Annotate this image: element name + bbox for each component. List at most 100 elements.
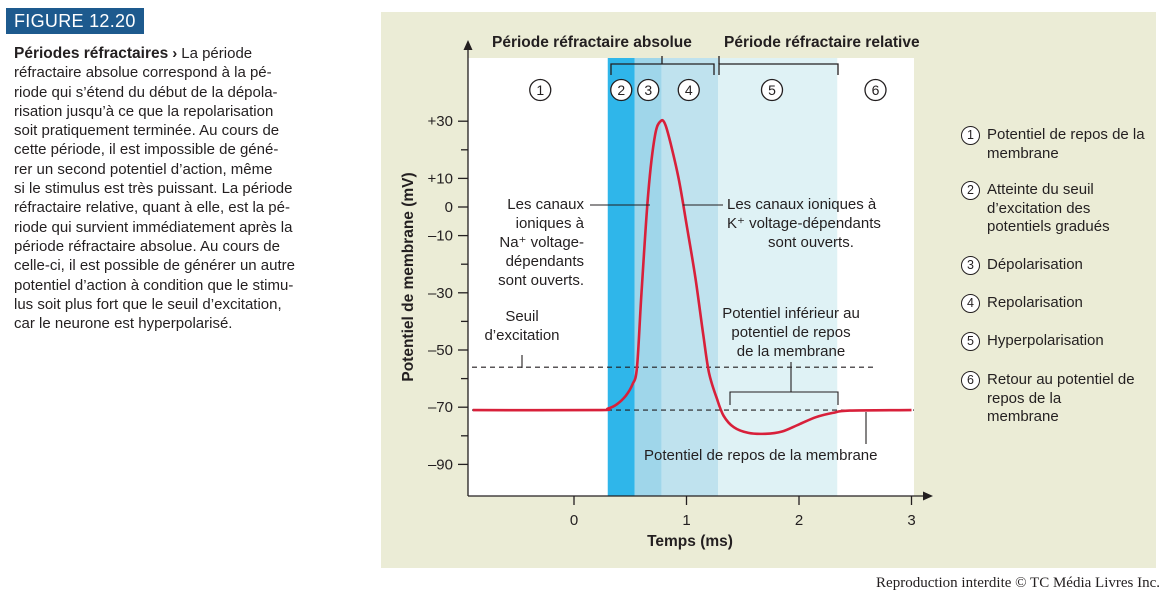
- caption-line: risation jusqu’à ce que la repolarisatio…: [14, 102, 274, 120]
- y-tick-label: 0: [445, 199, 453, 216]
- legend-item: 2 Atteinte du seuil d’excitation des pot…: [961, 181, 1147, 237]
- legend-item: 5 Hyperpolarisation: [961, 332, 1147, 351]
- k-label-line: K⁺ voltage-dépendants: [727, 215, 881, 232]
- x-axis-ticks: 0 1 2 3: [570, 496, 916, 529]
- legend-text: Atteinte du seuil d’excitation des poten…: [987, 181, 1110, 235]
- caption-line: car le neurone est hyperpolarisé.: [14, 315, 233, 333]
- relative-period-label: Période réfractaire relative: [724, 34, 920, 51]
- band-marker-5: 5: [760, 78, 784, 102]
- band-marker-2: 2: [610, 78, 633, 102]
- caption-arrow-icon: ›: [172, 45, 178, 62]
- absolute-period-label: Période réfractaire absolue: [492, 34, 692, 51]
- band-marker-3: 3: [637, 78, 660, 102]
- y-tick-label: +30: [428, 113, 453, 130]
- number-circle-icon: [529, 78, 552, 102]
- na-label-line: Les canaux: [507, 196, 584, 213]
- x-tick-label: 3: [907, 512, 915, 529]
- band-marker-6: 6: [864, 78, 887, 102]
- caption-line: riode qui survient immédiatement après l…: [14, 218, 293, 236]
- band-number: 2: [617, 82, 625, 98]
- period-bands: [607, 58, 838, 496]
- number-circle-icon: [677, 78, 700, 102]
- legend-number-icon: 5: [961, 332, 980, 351]
- legend-number-icon: 1: [961, 126, 980, 145]
- caption-line: rer un second potentiel d’action, même: [14, 160, 273, 178]
- annotation-texts: Seuil d’excitation Les canaux ioniques à…: [484, 196, 880, 464]
- caption-line: potentiel d’action à condition que le st…: [14, 276, 294, 294]
- x-tick-label: 1: [682, 512, 690, 529]
- band-number: 3: [644, 82, 652, 98]
- caption-line: si le stimulus est très puissant. La pér…: [14, 180, 293, 198]
- caption-line: période réfractaire absolue. Au cours de: [14, 237, 280, 255]
- legend-text: Hyperpolarisation: [987, 332, 1104, 349]
- y-tick-label: –50: [428, 342, 453, 359]
- band-number: 4: [685, 82, 693, 98]
- number-circle-icon: [610, 78, 633, 102]
- legend-item: 4 Repolarisation: [961, 294, 1147, 313]
- annotation-leaders: [521, 204, 867, 444]
- below-rest-label-line: potentiel de repos: [731, 324, 850, 341]
- copyright-notice: Reproduction interdite © TC Média Livres…: [876, 575, 1160, 591]
- caption-title: Périodes réfractaires: [14, 45, 169, 62]
- figure-caption: Périodes réfractaires › La période réfract…: [14, 44, 344, 333]
- y-axis-label: Potentiel de membrane (mV): [400, 172, 417, 381]
- below-rest-label-line: Potentiel inférieur au: [722, 305, 860, 322]
- legend-text: Dépolarisation: [987, 256, 1083, 273]
- band-number: 1: [536, 82, 544, 98]
- na-label-line: sont ouverts.: [498, 272, 584, 289]
- number-circle-icon: [864, 78, 887, 102]
- y-axis-arrow-icon: [463, 40, 473, 50]
- band-marker-4: 4: [677, 78, 700, 102]
- na-label-line: Na⁺ voltage-: [499, 234, 584, 251]
- band-marker-1: 1: [529, 78, 552, 102]
- below-rest-label-line: de la membrane: [737, 343, 845, 360]
- band-number: 6: [872, 82, 880, 98]
- y-tick-label: –30: [428, 285, 453, 302]
- legend-number-icon: 2: [961, 181, 980, 200]
- k-label-line: Les canaux ioniques à: [727, 196, 877, 213]
- legend-item: 3 Dépolarisation: [961, 256, 1147, 275]
- caption-line: celle-ci, il est possible de générer un …: [14, 257, 295, 275]
- legend-text: Repolarisation: [987, 294, 1083, 311]
- y-tick-label: –70: [428, 399, 453, 416]
- x-axis-label: Temps (ms): [647, 533, 733, 550]
- action-potential-curve: [472, 118, 912, 436]
- band-number-markers: 1 2 3 4 5 6: [529, 78, 887, 102]
- number-circle-icon: [760, 78, 784, 102]
- caption-line: réfractaire relative, quant à elle, est …: [14, 199, 290, 217]
- legend-number-icon: 3: [961, 256, 980, 275]
- y-tick-label: –90: [428, 456, 453, 473]
- band-4-shading: [661, 58, 718, 496]
- figure-label: FIGURE 12.20: [6, 8, 144, 34]
- x-axis-arrow-icon: [923, 491, 933, 501]
- x-tick-label: 0: [570, 512, 578, 529]
- y-axis-ticks: +30 +10 0 –10 –30 –50 –70 –90: [428, 113, 468, 473]
- band-5-shading: [718, 58, 838, 496]
- number-circle-icon: [637, 78, 660, 102]
- legend-number-icon: 6: [961, 371, 980, 390]
- resting-potential-label: Potentiel de repos de la membrane: [644, 447, 877, 464]
- caption-line: soit pratiquement terminée. Au cours de: [14, 122, 280, 140]
- legend-item: 6 Retour au potentiel de repos de la mem…: [961, 371, 1137, 427]
- legend-item: 1 Potentiel de repos de la membrane: [961, 126, 1147, 163]
- y-tick-label: +10: [428, 170, 453, 187]
- caption-line: lus soit plus fort que le seuil d’excita…: [14, 295, 282, 313]
- threshold-label-line: d’excitation: [484, 327, 559, 344]
- caption-line: riode qui s’étend du début de la dépola-: [14, 83, 278, 101]
- na-label-line: dépendants: [506, 253, 584, 270]
- band-2-shading: [607, 58, 635, 496]
- x-tick-label: 2: [795, 512, 803, 529]
- legend-text: Potentiel de repos de la membrane: [987, 126, 1145, 162]
- band-number: 5: [768, 82, 776, 98]
- period-brackets: [610, 56, 839, 75]
- relative-period-bracket: [718, 63, 839, 75]
- y-tick-label: –10: [428, 228, 453, 245]
- caption-line: réfractaire absolue correspond à la pé-: [14, 64, 272, 82]
- legend-number-icon: 4: [961, 294, 980, 313]
- caption-line: cette période, il est impossible de géné…: [14, 141, 279, 159]
- legend-text: Retour au potentiel de repos de la membr…: [987, 371, 1135, 425]
- na-label-line: ioniques à: [516, 215, 585, 232]
- below-rest-bracket: [729, 391, 839, 405]
- threshold-label-line: Seuil: [505, 308, 538, 325]
